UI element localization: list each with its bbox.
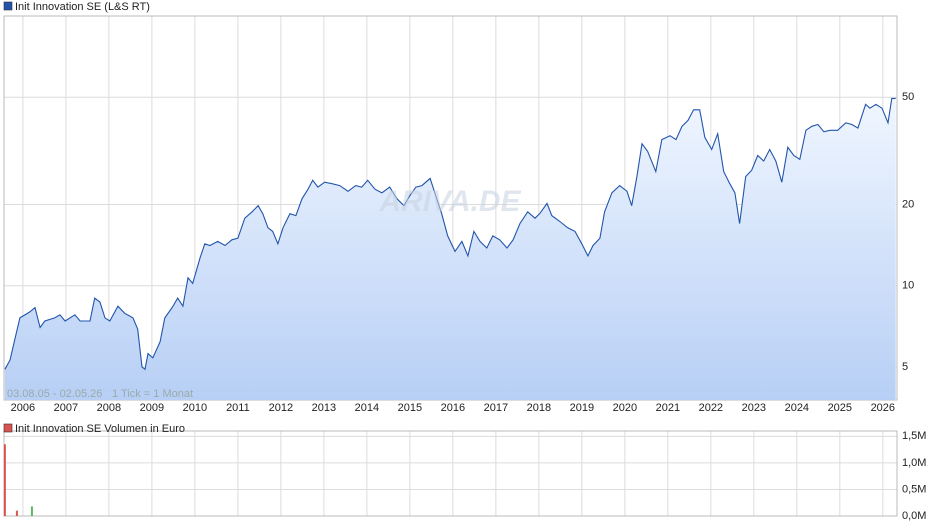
x-tick-label: 2020 xyxy=(613,402,637,414)
x-tick-label: 2018 xyxy=(527,402,551,414)
x-tick-label: 2023 xyxy=(742,402,766,414)
legend-label: Init Innovation SE Volumen in Euro xyxy=(15,423,185,435)
x-tick-label: 2011 xyxy=(226,402,250,414)
tick-note: 1 Tick = 1 Monat xyxy=(112,388,193,400)
x-tick-label: 2006 xyxy=(11,402,35,414)
x-tick-label: 2021 xyxy=(656,402,680,414)
x-tick-label: 2019 xyxy=(570,402,594,414)
area-fill xyxy=(4,98,896,401)
legend-swatch xyxy=(3,1,13,11)
x-tick-label: 2012 xyxy=(269,402,293,414)
x-tick-label: 2007 xyxy=(54,402,78,414)
watermark: ARIVA.DE xyxy=(378,185,521,218)
x-tick-label: 2010 xyxy=(183,402,207,414)
y-tick-label: 1,0M xyxy=(902,457,926,469)
y-tick-label: 0,0M xyxy=(902,510,926,522)
y-tick-label: 5 xyxy=(902,361,908,373)
x-tick-label: 2014 xyxy=(355,402,379,414)
x-tick-label: 2024 xyxy=(785,402,809,414)
y-tick-label: 50 xyxy=(902,91,914,103)
volume-bar xyxy=(15,510,18,516)
y-tick-label: 20 xyxy=(902,198,914,210)
x-tick-label: 2016 xyxy=(441,402,465,414)
x-tick-label: 2017 xyxy=(484,402,508,414)
y-tick-label: 0,5M xyxy=(902,483,926,495)
x-tick-label: 2022 xyxy=(699,402,723,414)
volume-bar xyxy=(30,506,33,516)
x-tick-label: 2009 xyxy=(140,402,164,414)
legend-label: Init Innovation SE (L&S RT) xyxy=(15,1,150,13)
date-range: 03.08.05 - 02.05.26 xyxy=(7,388,102,400)
y-tick-label: 1,5M xyxy=(902,430,926,442)
x-tick-label: 2025 xyxy=(828,402,852,414)
x-tick-label: 2015 xyxy=(398,402,422,414)
legend-swatch xyxy=(3,423,13,433)
x-tick-label: 2013 xyxy=(312,402,336,414)
price-line xyxy=(4,97,896,371)
x-tick-label: 2008 xyxy=(97,402,121,414)
x-tick-label: 2026 xyxy=(871,402,895,414)
plot-frame xyxy=(3,430,898,517)
volume-bar xyxy=(3,444,6,516)
y-tick-label: 10 xyxy=(902,280,914,292)
